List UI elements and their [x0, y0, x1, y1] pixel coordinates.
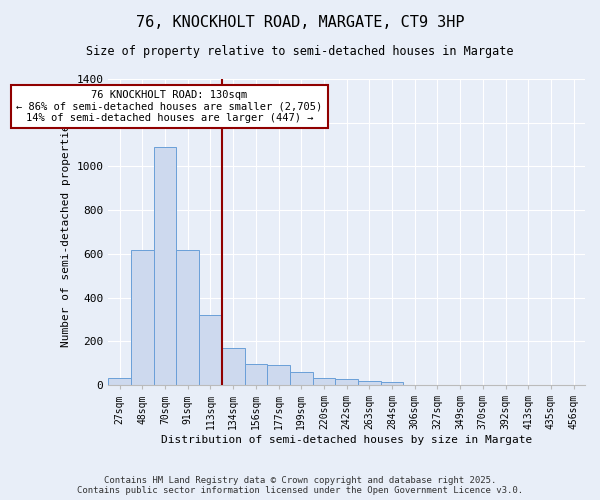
- Y-axis label: Number of semi-detached properties: Number of semi-detached properties: [61, 118, 71, 347]
- Bar: [222, 348, 245, 385]
- Text: 76, KNOCKHOLT ROAD, MARGATE, CT9 3HP: 76, KNOCKHOLT ROAD, MARGATE, CT9 3HP: [136, 15, 464, 30]
- Bar: [176, 250, 199, 385]
- Bar: [335, 378, 358, 385]
- Bar: [199, 315, 222, 385]
- Bar: [381, 382, 403, 385]
- Bar: [313, 378, 335, 385]
- X-axis label: Distribution of semi-detached houses by size in Margate: Distribution of semi-detached houses by …: [161, 435, 532, 445]
- Text: Contains HM Land Registry data © Crown copyright and database right 2025.
Contai: Contains HM Land Registry data © Crown c…: [77, 476, 523, 495]
- Bar: [109, 378, 131, 385]
- Text: Size of property relative to semi-detached houses in Margate: Size of property relative to semi-detach…: [86, 45, 514, 58]
- Bar: [245, 364, 267, 385]
- Text: 76 KNOCKHOLT ROAD: 130sqm
← 86% of semi-detached houses are smaller (2,705)
14% : 76 KNOCKHOLT ROAD: 130sqm ← 86% of semi-…: [16, 90, 323, 123]
- Bar: [267, 366, 290, 385]
- Bar: [131, 250, 154, 385]
- Bar: [290, 372, 313, 385]
- Bar: [154, 147, 176, 385]
- Bar: [358, 381, 381, 385]
